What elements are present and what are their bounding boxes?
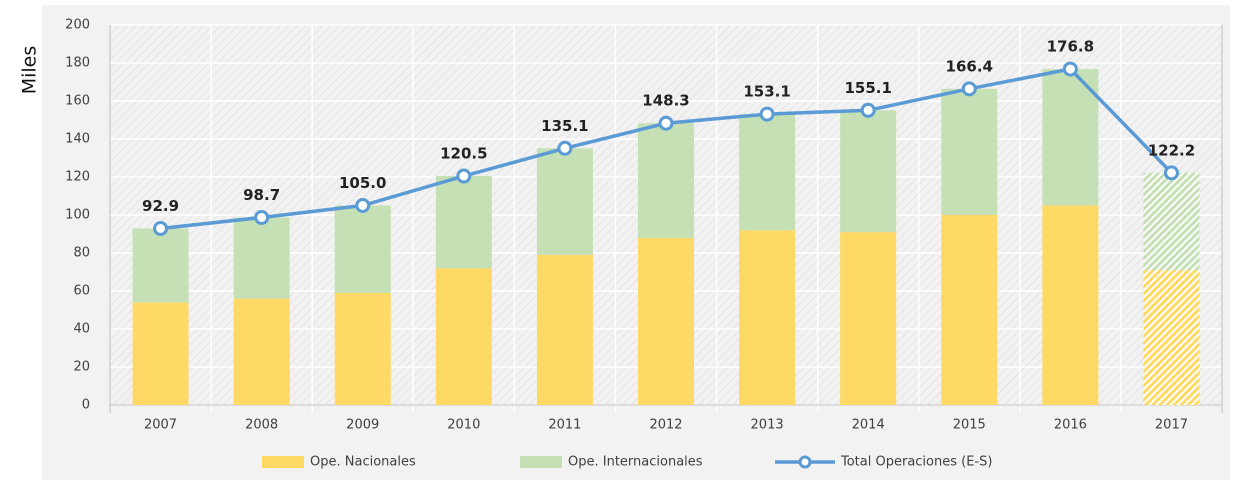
legend-label: Total Operaciones (E-S): [840, 455, 992, 470]
x-tick-label: 2012: [649, 418, 682, 433]
legend-marker: [798, 455, 812, 469]
y-tick-label: 140: [65, 132, 90, 147]
x-tick-label: 2015: [953, 418, 986, 433]
data-label: 98.7: [243, 186, 280, 204]
bar: [132, 302, 189, 405]
bar: [638, 237, 694, 405]
bar: [840, 110, 897, 233]
bar: [536, 254, 593, 405]
bar: [941, 215, 998, 405]
line-marker: [759, 106, 775, 122]
bar: [1042, 69, 1099, 206]
bar: [233, 298, 290, 405]
bar: [739, 230, 796, 405]
bar: [941, 88, 998, 215]
x-tick-label: 2011: [548, 418, 581, 433]
y-axis-label: Miles: [19, 46, 41, 95]
bar: [435, 268, 492, 405]
bar: [840, 232, 897, 405]
data-label: 148.3: [642, 92, 689, 110]
line-marker: [153, 220, 169, 236]
line-marker: [355, 198, 371, 213]
y-tick-label: 120: [65, 170, 90, 185]
data-label: 122.2: [1148, 141, 1195, 159]
x-tick-label: 2014: [852, 418, 885, 433]
bar: [1042, 205, 1099, 405]
y-tick-label: 80: [73, 246, 90, 261]
line-marker: [1163, 165, 1179, 181]
line-marker: [254, 209, 270, 225]
x-tick-label: 2016: [1054, 418, 1087, 433]
bar: [334, 292, 391, 405]
y-tick-label: 200: [65, 18, 90, 33]
line-marker: [456, 168, 472, 184]
data-label: 176.8: [1047, 38, 1094, 56]
bar: [435, 176, 492, 269]
y-tick-label: 180: [65, 56, 90, 71]
bar: [233, 217, 290, 299]
y-tick-label: 100: [65, 208, 90, 223]
data-label: 166.4: [946, 57, 993, 75]
y-tick-label: 60: [73, 284, 90, 299]
x-tick-label: 2009: [346, 418, 379, 433]
bar: [1143, 270, 1200, 405]
y-tick-label: 40: [73, 322, 90, 337]
bar: [334, 205, 391, 293]
legend-label: Ope. Nacionales: [310, 455, 416, 470]
bar: [1143, 172, 1200, 271]
x-tick-label: 2017: [1155, 418, 1188, 433]
bar: [638, 123, 694, 238]
line-marker: [860, 102, 876, 118]
y-tick-label: 20: [73, 360, 90, 375]
x-tick-label: 2007: [144, 418, 177, 433]
legend-label: Ope. Internacionales: [568, 455, 703, 470]
data-label: 135.1: [541, 117, 588, 135]
data-label: 105.0: [339, 174, 386, 192]
x-tick-label: 2013: [751, 418, 784, 433]
legend-swatch: [262, 456, 304, 468]
data-label: 92.9: [142, 197, 179, 215]
line-marker: [658, 115, 674, 131]
legend-swatch: [520, 456, 562, 468]
bar: [536, 148, 593, 255]
x-tick-label: 2010: [447, 418, 480, 433]
bar: [132, 228, 189, 303]
x-tick-label: 2008: [245, 418, 278, 433]
data-label: 153.1: [743, 83, 790, 101]
data-label: 120.5: [440, 145, 487, 163]
data-label: 155.1: [844, 79, 891, 97]
y-tick-label: 160: [65, 94, 90, 109]
line-marker: [961, 81, 977, 97]
line-marker: [557, 140, 573, 156]
line-marker: [1062, 61, 1078, 77]
y-tick-label: 0: [82, 398, 90, 413]
bar: [739, 114, 796, 231]
